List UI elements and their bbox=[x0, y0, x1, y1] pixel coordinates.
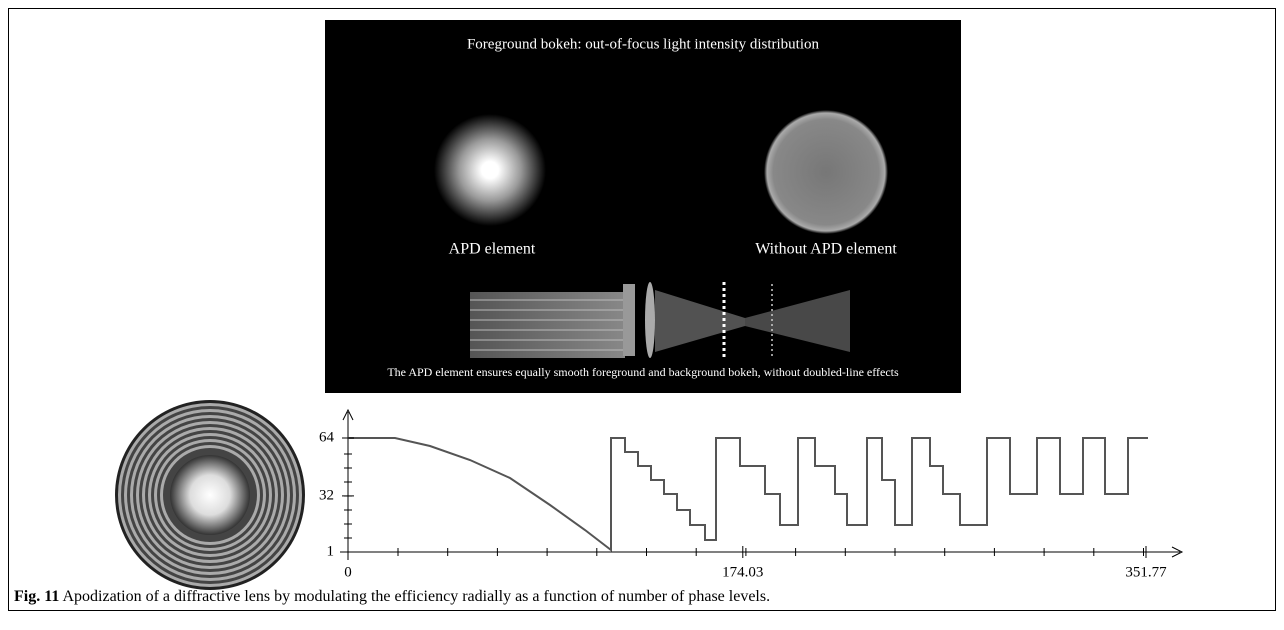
caption-label: Fig. 11 bbox=[14, 588, 59, 605]
bokeh-apd bbox=[434, 114, 546, 226]
y-tick-label: 32 bbox=[319, 487, 334, 503]
photo-title: Foreground bokeh: out-of-focus light int… bbox=[467, 36, 820, 52]
x-tick-label: 351.77 bbox=[1125, 564, 1167, 580]
phase-curve bbox=[348, 437, 1148, 553]
left-label: APD element bbox=[449, 241, 536, 258]
bokeh-plain bbox=[764, 110, 888, 234]
right-label: Without APD element bbox=[755, 241, 897, 258]
lens-diagram bbox=[470, 282, 850, 358]
axes bbox=[340, 408, 1184, 560]
y-tick-label: 64 bbox=[319, 429, 335, 445]
x-tick-label: 0 bbox=[344, 564, 352, 580]
y-tick-label: 1 bbox=[327, 543, 335, 559]
ring-center bbox=[170, 455, 250, 535]
frame bbox=[8, 8, 1276, 611]
x-tick-label: 174.03 bbox=[722, 564, 763, 580]
zone-plate bbox=[115, 400, 305, 590]
photo-footer: The APD element ensures equally smooth f… bbox=[387, 365, 899, 379]
caption-text: Apodization of a diffractive lens by mod… bbox=[62, 588, 770, 605]
caption: Fig. 11 Apodization of a diffractive len… bbox=[14, 588, 770, 605]
